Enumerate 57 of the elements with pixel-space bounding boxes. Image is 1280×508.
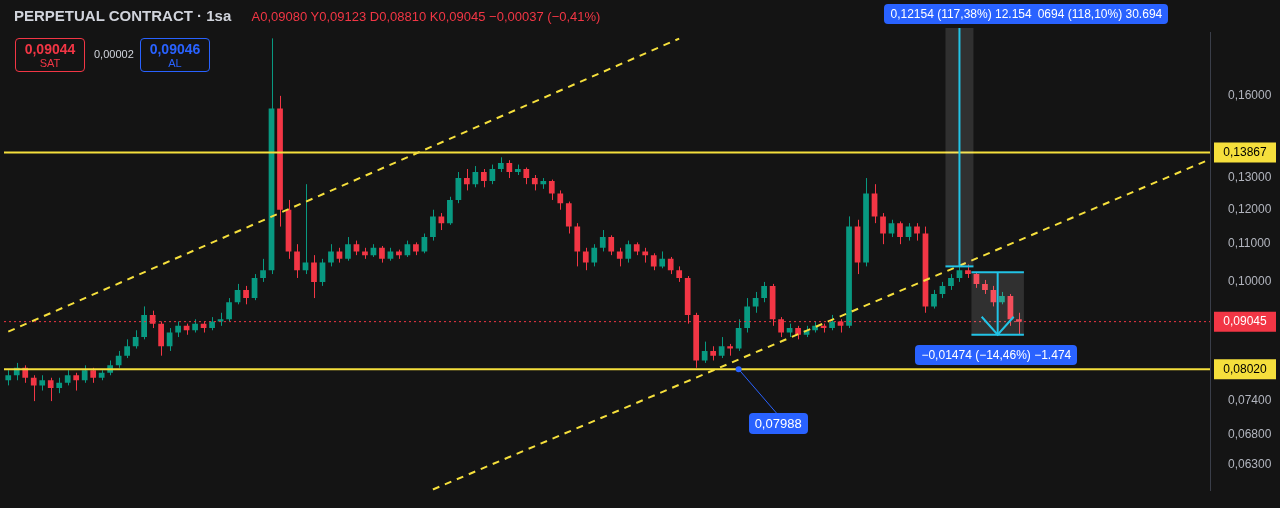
ref-line-label: 0,13867 <box>1223 144 1268 159</box>
candlestick <box>557 189 564 211</box>
candlestick <box>616 247 623 267</box>
candlestick <box>735 318 742 352</box>
y-tick-label: 0,10000 <box>1228 274 1272 289</box>
candlestick <box>294 243 300 279</box>
candlestick <box>226 297 232 322</box>
candlestick <box>30 374 37 402</box>
candlestick <box>489 164 496 185</box>
candlestick <box>599 229 606 252</box>
annotation: 0,07988 <box>748 413 808 435</box>
candlestick <box>447 196 453 226</box>
y-tick-label: 0,06300 <box>1228 457 1272 472</box>
candlestick <box>480 168 487 188</box>
candlestick <box>608 234 615 256</box>
text: 0,12154 (117,38%) 12.154 <box>890 7 1032 21</box>
candlestick <box>132 329 139 350</box>
candlestick <box>582 247 589 271</box>
candlestick <box>744 297 750 334</box>
annotation: 0,09046 <box>148 41 202 57</box>
candlestick <box>625 240 632 264</box>
candlestick <box>548 179 555 201</box>
candlestick <box>328 243 334 267</box>
candlestick <box>260 258 266 283</box>
candlestick <box>761 281 767 303</box>
candlestick <box>565 201 572 235</box>
y-tick-label: 0,16000 <box>1228 88 1272 103</box>
candlestick <box>591 243 598 267</box>
ref-line-label: 0,08020 <box>1223 361 1268 376</box>
annotation: SAT <box>38 57 62 69</box>
candlestick <box>243 285 249 305</box>
ref-line-label: 0,09045 <box>1223 313 1268 328</box>
candlestick <box>897 220 903 245</box>
annotation: 0,09044 <box>23 41 77 57</box>
candlestick <box>311 254 317 299</box>
chart-subtitle: A0,09080 Y0,09123 D0,08810 K0,09045 −0,00037 (−0,41%) <box>251 8 601 24</box>
annotation: AL <box>167 57 183 69</box>
candlestick <box>880 212 886 245</box>
annotation: 0,00002 <box>94 48 134 60</box>
candlestick <box>464 168 470 191</box>
candlestick <box>345 236 351 262</box>
y-tick-label: 0,13000 <box>1228 170 1272 185</box>
candlestick <box>718 336 725 359</box>
candlestick <box>47 377 54 402</box>
candlestick <box>472 165 479 188</box>
y-tick-label: 0,12000 <box>1228 202 1272 217</box>
candlestick <box>701 341 708 364</box>
candlestick <box>430 209 436 242</box>
chart-title: PERPETUAL CONTRACT · 1sa <box>14 7 232 25</box>
y-tick-label: 0,11000 <box>1228 236 1271 251</box>
y-tick-label: 0,06800 <box>1228 426 1272 441</box>
y-tick-label: 0,07400 <box>1228 393 1272 408</box>
candlestick <box>124 338 131 359</box>
candlestick <box>931 289 937 310</box>
text: 0694 (118,10%) 30.694 <box>1037 7 1163 21</box>
candlestick <box>141 305 147 340</box>
annotation: −0,01474 (−14,46%) −1.474 <box>915 344 1078 365</box>
